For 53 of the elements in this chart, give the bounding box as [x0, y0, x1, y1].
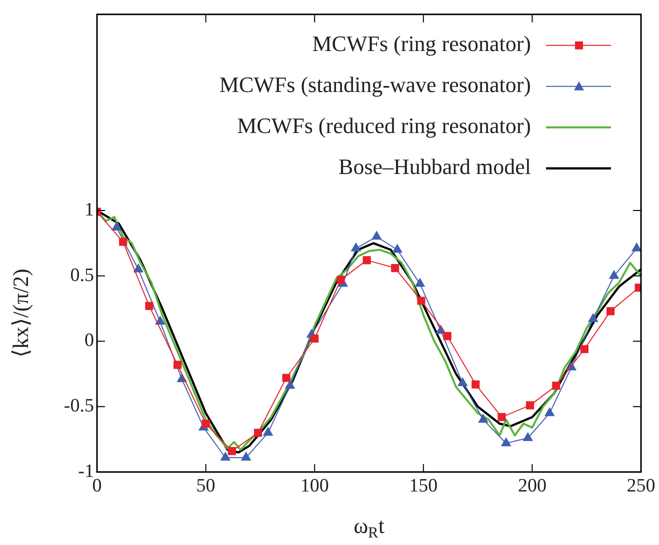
point [478, 414, 488, 423]
point [220, 452, 230, 461]
point [145, 302, 154, 310]
point [254, 428, 262, 437]
point [202, 420, 210, 428]
point [241, 452, 251, 461]
point [552, 382, 560, 390]
legend-label: MCWFs (reduced ring resonator) [237, 113, 531, 138]
y-tick-label: 1 [84, 200, 94, 220]
y-tick-label: 0 [84, 330, 94, 352]
legend-label: Bose–Hubbard model [338, 154, 531, 180]
point [544, 408, 554, 416]
point [310, 334, 319, 343]
point [112, 222, 122, 231]
point [523, 432, 533, 442]
point [580, 345, 588, 354]
point [392, 244, 402, 253]
point [351, 242, 361, 252]
point [336, 276, 345, 284]
legend-label: MCWFs (ring resonator) [312, 31, 531, 56]
point [443, 332, 452, 340]
point [632, 242, 641, 252]
point [391, 264, 400, 272]
point [134, 264, 144, 272]
point [501, 438, 511, 446]
y-tick-label: -1 [78, 460, 94, 482]
y-tick-label: 0.5 [70, 264, 94, 286]
point [609, 270, 619, 279]
point [606, 307, 615, 316]
point [282, 374, 290, 382]
point [526, 401, 534, 410]
point [362, 256, 371, 264]
y-tick-label: -0.5 [64, 396, 94, 417]
point [472, 380, 480, 388]
x-tick-label: 150 [409, 475, 438, 496]
point [119, 238, 128, 246]
y-axis-title: ⟨kx⟩/(π/2) [8, 268, 33, 358]
x-tick-label: 50 [196, 475, 216, 496]
x-tick-label: 200 [518, 475, 546, 496]
point [417, 296, 426, 305]
point [263, 427, 273, 436]
point [458, 378, 468, 386]
point [415, 278, 425, 287]
x-tick-label: 250 [626, 475, 656, 496]
point [498, 413, 506, 422]
point [285, 380, 295, 389]
legend-label: MCWFs (standing-wave resonator) [219, 72, 531, 98]
point [155, 316, 165, 325]
point [372, 231, 382, 240]
point [173, 360, 182, 369]
x-tick-label: 100 [300, 475, 329, 496]
point [228, 447, 236, 456]
point [588, 314, 598, 322]
